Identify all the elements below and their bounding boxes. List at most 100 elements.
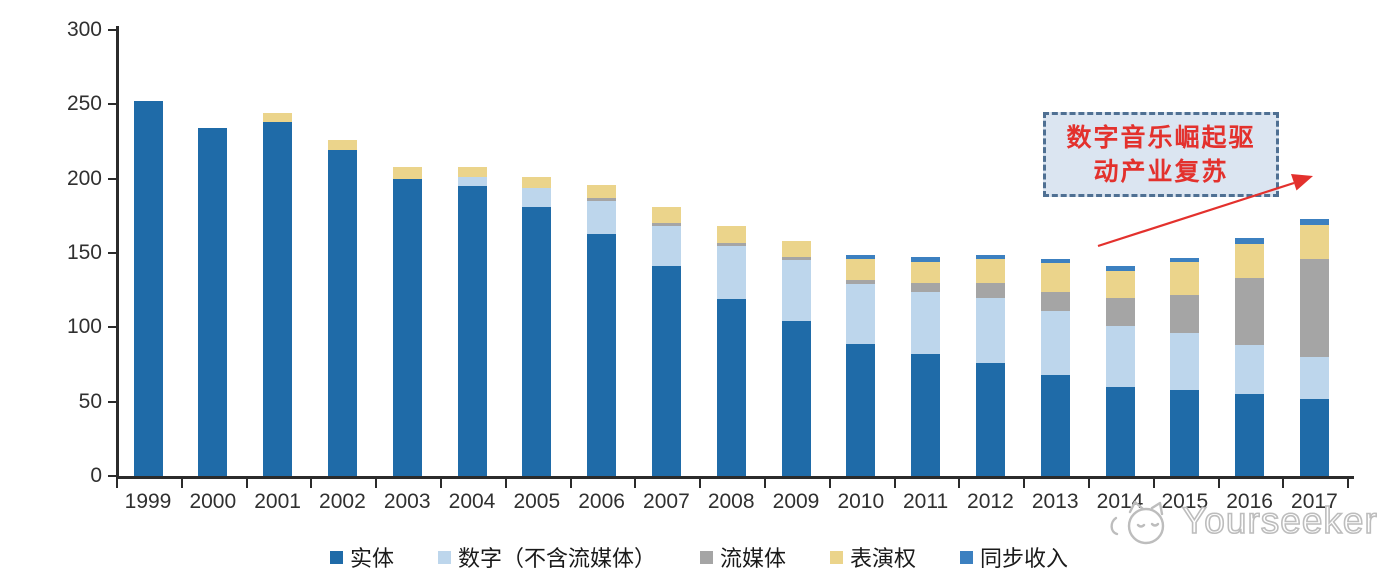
y-tick-mark (108, 29, 117, 31)
legend-swatch-icon (830, 550, 843, 564)
bar-segment-表演权 (1235, 244, 1265, 279)
bar-segment-同步收入 (1235, 238, 1265, 245)
annotation-line-1: 数字音乐崛起驱 (1066, 123, 1256, 152)
bar-segment-数字（不含流媒体） (846, 284, 876, 344)
plot-area (118, 28, 1354, 476)
bar-segment-同步收入 (975, 254, 1005, 259)
bar-segment-表演权 (327, 140, 357, 151)
bar-segment-流媒体 (1170, 294, 1200, 334)
bar-segment-实体 (716, 299, 746, 476)
x-tick-mark (116, 479, 118, 488)
bar-segment-表演权 (263, 113, 293, 123)
bar-segment-同步收入 (1299, 218, 1329, 225)
bar-segment-流媒体 (911, 282, 941, 292)
bar-segment-表演权 (1170, 261, 1200, 295)
x-tick-label-2016: 2016 (1226, 490, 1273, 513)
y-tick-mark (108, 400, 117, 403)
legend-item-2: 数字（不含流媒体） (437, 541, 656, 573)
bar-segment-流媒体 (1040, 291, 1070, 311)
x-tick-label-2009: 2009 (772, 490, 820, 513)
x-tick-mark (1088, 479, 1090, 488)
bar-segment-数字（不含流媒体） (911, 291, 941, 355)
cat-logo-icon (1110, 500, 1165, 545)
x-tick-label-2005: 2005 (513, 490, 561, 513)
bar-segment-数字（不含流媒体） (522, 187, 552, 207)
bar-segment-表演权 (911, 261, 941, 283)
bar-2016 (1235, 238, 1265, 476)
bar-segment-实体 (1170, 389, 1200, 476)
bar-segment-实体 (198, 128, 228, 476)
bar-segment-实体 (911, 354, 941, 476)
x-tick-mark (764, 479, 766, 488)
annotation-callout: 数字音乐崛起驱 动产业复苏 (1043, 112, 1279, 197)
x-tick-mark (1023, 479, 1026, 488)
legend-swatch-icon (329, 550, 343, 564)
x-axis-line (116, 476, 1354, 479)
bar-segment-表演权 (1299, 224, 1329, 259)
bar-2003 (392, 166, 422, 476)
bar-segment-流媒体 (975, 282, 1005, 298)
y-tick-label-50: 50 (78, 389, 102, 413)
x-tick-mark (245, 479, 248, 488)
legend-item-5: 同步收入 (960, 541, 1068, 573)
legend-label: 实体 (349, 546, 394, 571)
legend: 实体 数字（不含流媒体） 流媒体 表演权 同步收入 (0, 541, 1398, 573)
legend-item-3: 流媒体 (699, 541, 786, 573)
bar-segment-同步收入 (1040, 259, 1070, 264)
bar-segment-流媒体 (1105, 297, 1135, 326)
bar-segment-数字（不含流媒体） (1170, 333, 1200, 390)
x-tick-mark (958, 479, 961, 488)
bar-segment-流媒体 (1299, 258, 1329, 358)
x-tick-label-2015: 2015 (1161, 490, 1209, 513)
bar-segment-表演权 (457, 166, 487, 178)
bar-2011 (911, 257, 941, 476)
bar-segment-数字（不含流媒体） (1235, 345, 1265, 395)
x-tick-mark (699, 479, 702, 488)
x-tick-label-2011: 2011 (903, 490, 949, 513)
x-tick-label-2008: 2008 (707, 490, 755, 513)
x-tick-mark (569, 479, 572, 488)
x-tick-mark (1282, 479, 1285, 488)
bar-segment-流媒体 (587, 198, 617, 201)
bar-segment-数字（不含流媒体） (781, 260, 811, 322)
bar-segment-数字（不含流媒体） (1299, 357, 1329, 399)
bar-segment-实体 (1040, 374, 1070, 476)
bar-segment-实体 (1235, 394, 1265, 476)
bar-segment-实体 (1299, 398, 1329, 476)
bar-2004 (457, 166, 487, 476)
bar-segment-实体 (327, 150, 357, 476)
bar-segment-实体 (392, 178, 422, 476)
annotation-arrow (1097, 174, 1313, 248)
y-tick-mark (108, 103, 117, 106)
bar-segment-表演权 (846, 258, 876, 280)
bar-segment-同步收入 (1170, 257, 1200, 262)
x-tick-label-2004: 2004 (448, 490, 496, 513)
bar-segment-实体 (133, 101, 163, 476)
bar-2006 (587, 184, 617, 476)
bar-2013 (1040, 259, 1070, 476)
bar-segment-数字（不含流媒体） (587, 200, 617, 234)
x-tick-mark (504, 479, 507, 488)
bar-segment-流媒体 (651, 223, 681, 227)
bar-segment-实体 (457, 186, 487, 476)
legend-label: 表演权 (850, 546, 917, 571)
x-tick-mark (180, 479, 183, 488)
x-tick-mark (1152, 479, 1155, 488)
bar-2017 (1299, 218, 1329, 476)
legend-item-1: 实体 (329, 541, 394, 573)
bar-segment-表演权 (781, 241, 811, 258)
y-tick-label-0: 0 (90, 464, 102, 487)
legend-swatch-icon (437, 550, 451, 564)
bar-segment-数字（不含流媒体） (457, 177, 487, 187)
bar-segment-同步收入 (1105, 266, 1135, 271)
watermark: Yourseeker (1108, 498, 1378, 550)
x-tick-label-1999: 1999 (124, 490, 172, 513)
bar-segment-实体 (1105, 386, 1135, 476)
x-tick-mark (310, 479, 313, 488)
bar-segment-实体 (846, 343, 876, 476)
y-tick-label-300: 300 (66, 18, 102, 41)
legend-label: 数字（不含流媒体） (457, 546, 656, 571)
x-tick-mark (1347, 479, 1350, 488)
bar-1999 (133, 101, 163, 476)
bar-2012 (975, 254, 1005, 476)
